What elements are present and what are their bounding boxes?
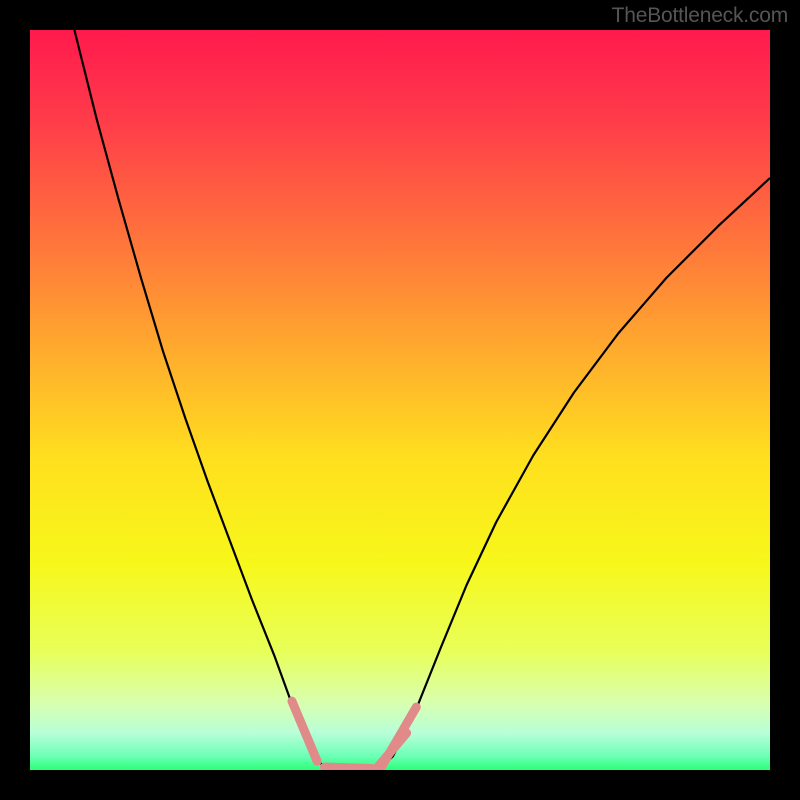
bottleneck-chart xyxy=(0,0,800,800)
chart-plot-background xyxy=(30,30,770,770)
highlight-marker-segment xyxy=(325,767,372,768)
watermark-text: TheBottleneck.com xyxy=(612,4,788,28)
